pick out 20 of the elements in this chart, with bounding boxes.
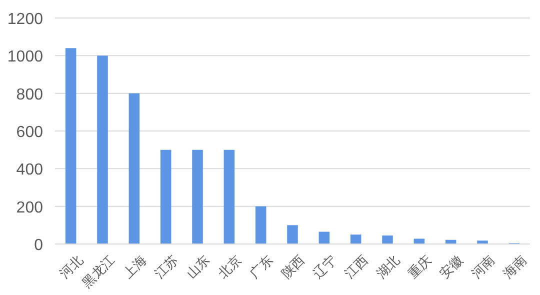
- x-tick-label: 湖北: [373, 252, 402, 282]
- y-tick-label: 1000: [7, 48, 44, 66]
- y-tick-label: 0: [34, 237, 44, 254]
- y-tick-label: 200: [16, 199, 44, 216]
- x-tick-label: 上海: [120, 252, 150, 282]
- x-tick-label: 安徽: [436, 252, 466, 282]
- x-tick-label: 江西: [342, 252, 371, 282]
- y-tick-label: 1200: [7, 11, 44, 28]
- x-tick-label: 江苏: [152, 252, 181, 282]
- x-tick-label: 广东: [246, 252, 276, 282]
- y-tick-label: 400: [16, 162, 44, 179]
- x-tick-label: 山东: [183, 252, 212, 282]
- x-tick-label: 辽宁: [310, 252, 340, 282]
- x-tick-label: 重庆: [405, 252, 434, 282]
- y-tick-label: 600: [16, 124, 44, 141]
- y-tick-label: 800: [16, 86, 44, 104]
- x-tick-label: 海南: [500, 252, 530, 282]
- x-tick-label: 北京: [215, 252, 244, 282]
- x-tick-label: 陕西: [278, 252, 308, 282]
- x-tick-label: 河南: [468, 252, 498, 282]
